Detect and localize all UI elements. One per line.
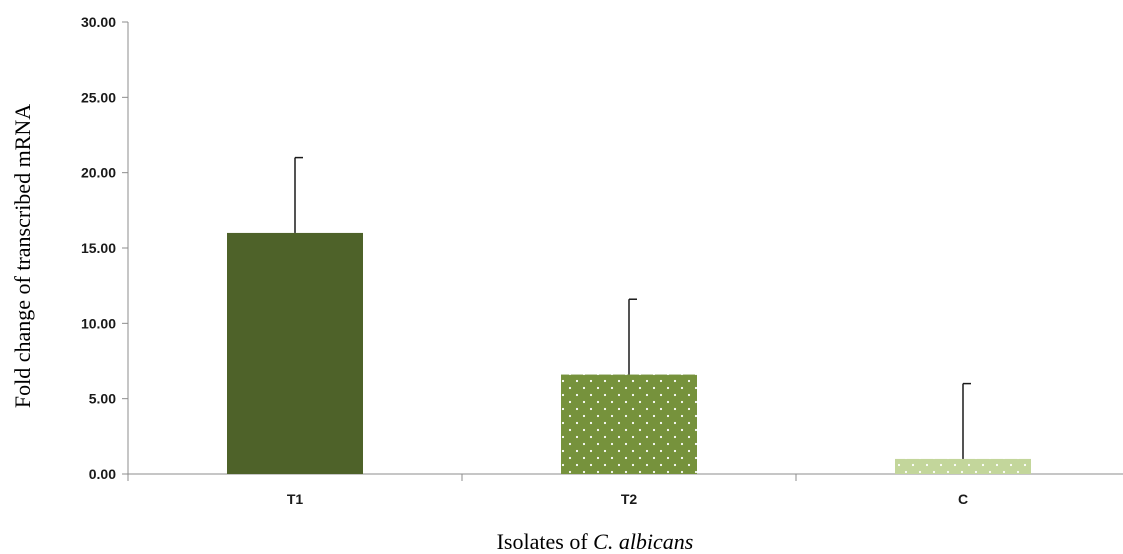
x-axis-title-prefix: Isolates of bbox=[497, 529, 594, 554]
y-tick-label: 10.00 bbox=[81, 315, 116, 331]
y-tick-marks bbox=[122, 21, 128, 475]
y-tick-label: 25.00 bbox=[81, 89, 116, 105]
error-bar-c bbox=[962, 382, 971, 459]
y-tick-label: 0.00 bbox=[89, 466, 116, 482]
y-axis: 0.00 5.00 10.00 15.00 20.00 25.00 30.00 bbox=[81, 14, 129, 482]
y-tick-label: 5.00 bbox=[89, 391, 116, 407]
x-axis: T1 T2 C bbox=[127, 473, 1123, 507]
bars bbox=[227, 232, 1031, 474]
x-axis-title: Isolates of C. albicans bbox=[497, 529, 694, 554]
x-tick-marks bbox=[127, 474, 797, 481]
y-axis-title: Fold change of transcribed mRNA bbox=[10, 104, 35, 408]
y-tick-label: 15.00 bbox=[81, 240, 116, 256]
y-tick-label: 30.00 bbox=[81, 14, 116, 30]
x-tick-label: T1 bbox=[287, 491, 304, 507]
y-tick-labels: 0.00 5.00 10.00 15.00 20.00 25.00 30.00 bbox=[81, 14, 116, 482]
error-bar-t2 bbox=[628, 298, 637, 375]
x-axis-title-species: C. albicans bbox=[593, 529, 693, 554]
x-tick-labels: T1 T2 C bbox=[287, 491, 968, 507]
y-tick-label: 20.00 bbox=[81, 165, 116, 181]
bar-t2 bbox=[561, 374, 697, 474]
error-bars bbox=[294, 156, 971, 459]
x-tick-label: T2 bbox=[621, 491, 638, 507]
error-bar-t1 bbox=[294, 156, 303, 233]
x-tick-label: C bbox=[958, 491, 968, 507]
bar-t1 bbox=[227, 232, 363, 474]
bar-c bbox=[895, 458, 1031, 474]
